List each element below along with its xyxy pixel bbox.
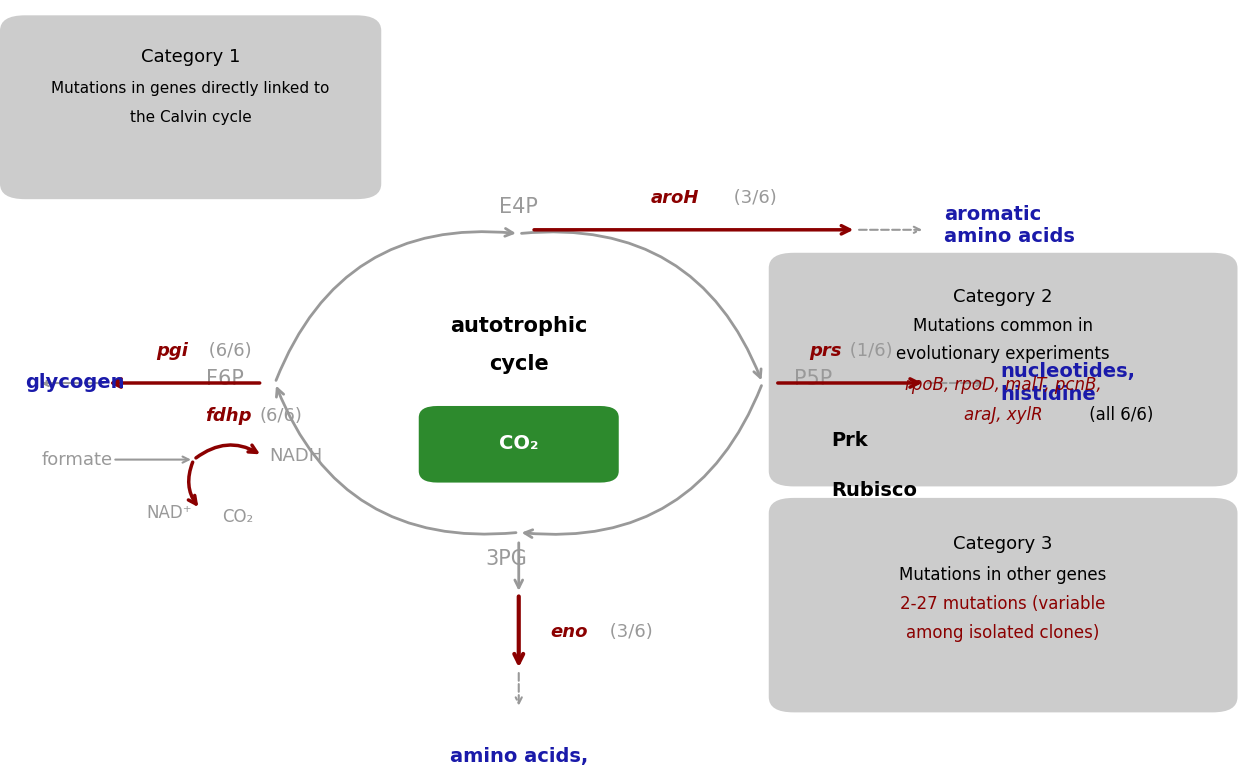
Text: F6P: F6P: [206, 369, 244, 389]
Text: Category 2: Category 2: [954, 288, 1052, 306]
Text: glycogen: glycogen: [25, 374, 125, 392]
Text: among isolated clones): among isolated clones): [906, 624, 1100, 642]
Text: amino acids,
lipids, etc.: amino acids, lipids, etc.: [450, 747, 588, 766]
FancyBboxPatch shape: [769, 253, 1238, 486]
Text: (all 6/6): (all 6/6): [1085, 406, 1154, 424]
Text: evolutionary experiments: evolutionary experiments: [896, 345, 1110, 363]
Text: (3/6): (3/6): [604, 623, 652, 641]
Text: (6/6): (6/6): [260, 408, 302, 425]
FancyBboxPatch shape: [769, 498, 1238, 712]
Text: formate: formate: [41, 450, 112, 469]
Text: rpoB, rpoD, malT, pcnB,: rpoB, rpoD, malT, pcnB,: [905, 375, 1101, 394]
Text: NAD⁺: NAD⁺: [146, 504, 191, 522]
Text: aromatic
amino acids: aromatic amino acids: [944, 205, 1075, 247]
Text: the Calvin cycle: the Calvin cycle: [130, 110, 251, 125]
Text: E4P: E4P: [499, 197, 539, 217]
Text: Rubisco: Rubisco: [831, 481, 918, 499]
Text: 2-27 mutations (variable: 2-27 mutations (variable: [900, 594, 1106, 613]
Text: prs: prs: [809, 342, 841, 360]
Text: NADH: NADH: [269, 447, 322, 465]
Text: Mutations common in: Mutations common in: [912, 316, 1092, 335]
Text: aroH: aroH: [651, 189, 699, 207]
Text: P5P: P5P: [794, 369, 832, 389]
Text: CO₂: CO₂: [499, 434, 539, 453]
Text: pgi: pgi: [156, 342, 188, 360]
FancyBboxPatch shape: [0, 15, 381, 199]
Text: araJ, xylR: araJ, xylR: [964, 406, 1042, 424]
Text: CO₂: CO₂: [222, 508, 253, 526]
Text: Category 1: Category 1: [141, 48, 240, 67]
Text: fdhp: fdhp: [205, 408, 251, 425]
Text: Mutations in other genes: Mutations in other genes: [900, 565, 1106, 584]
Text: Mutations in genes directly linked to: Mutations in genes directly linked to: [51, 80, 330, 96]
Text: (1/6): (1/6): [844, 342, 892, 360]
Text: (6/6): (6/6): [202, 342, 251, 360]
Text: eno: eno: [550, 623, 588, 641]
Text: Prk: Prk: [831, 431, 867, 450]
Text: 3PG: 3PG: [485, 549, 528, 569]
Text: nucleotides,
histidine: nucleotides, histidine: [1000, 362, 1135, 404]
Text: Category 3: Category 3: [954, 535, 1052, 553]
FancyBboxPatch shape: [419, 406, 619, 483]
Text: cycle: cycle: [489, 354, 549, 374]
Text: autotrophic: autotrophic: [450, 316, 588, 336]
Text: (3/6): (3/6): [728, 189, 776, 207]
